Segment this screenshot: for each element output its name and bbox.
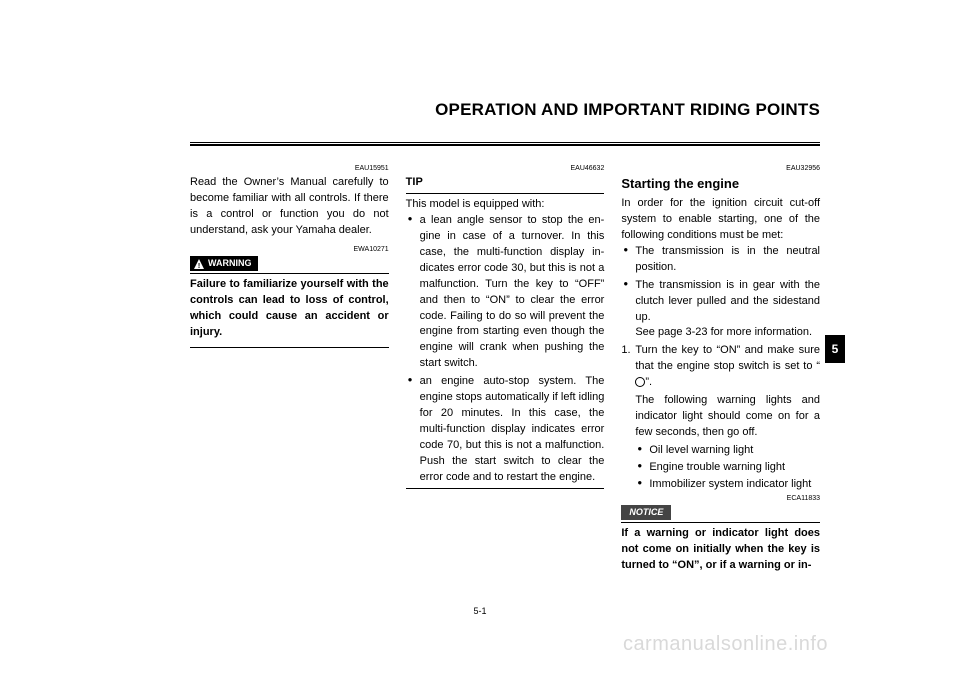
- lights-list: Oil level warning light Engine trouble w…: [635, 443, 820, 493]
- warning-badge: ! WARNING: [190, 256, 258, 271]
- ref-code: EAU46632: [406, 164, 605, 174]
- svg-text:!: !: [198, 263, 200, 269]
- column-2: EAU46632 TIP This model is equipped with…: [406, 164, 605, 574]
- step-number: 1.: [621, 343, 630, 359]
- ref-code: EAU15951: [190, 164, 389, 174]
- list-item: Engine trouble warning light: [635, 460, 820, 476]
- list-item: The transmission is in gear with the clu…: [621, 278, 820, 342]
- section-heading: Starting the engine: [621, 175, 820, 194]
- ref-code: ECA11833: [621, 494, 820, 504]
- warning-icon: !: [194, 259, 204, 269]
- page-number: 5-1: [0, 606, 960, 616]
- ref-code: EWA10271: [190, 245, 389, 255]
- list-item: Immobilizer system indicator light: [635, 477, 820, 493]
- ref-code: EAU32956: [621, 164, 820, 174]
- warning-text: Failure to familiarize yourself with the…: [190, 277, 389, 341]
- page-content: OPERATION AND IMPORTANT RIDING POINTS EA…: [190, 100, 820, 628]
- rule: [190, 273, 389, 274]
- list-item: an engine auto‑stop system. The engine s…: [406, 374, 605, 486]
- warning-row: ! WARNING: [190, 256, 389, 272]
- list-item: a lean angle sensor to stop the en­gine …: [406, 213, 605, 372]
- header-rule: [190, 142, 820, 146]
- column-1: EAU15951 Read the Owner’s Manual careful…: [190, 164, 389, 574]
- list-item: Oil level warning light: [635, 443, 820, 459]
- list-item: The transmission is in the neutral posit…: [621, 244, 820, 276]
- run-switch-icon: [635, 377, 645, 387]
- see-reference: See page 3-23 for more informa­tion.: [635, 326, 812, 338]
- tip-bullet-list: a lean angle sensor to stop the en­gine …: [406, 213, 605, 486]
- step-text-b: ”.: [645, 376, 652, 388]
- rule: [406, 488, 605, 489]
- page-title: OPERATION AND IMPORTANT RIDING POINTS: [190, 100, 820, 120]
- watermark: carmanualsonline.info: [623, 633, 828, 656]
- warning-label: WARNING: [208, 257, 252, 270]
- chapter-tab: 5: [825, 335, 845, 363]
- step-follow: The following warning lights and indicat…: [635, 393, 820, 441]
- notice-badge: NOTICE: [621, 505, 671, 520]
- condition-text: The transmission is in gear with the clu…: [635, 279, 820, 323]
- rule: [621, 522, 820, 523]
- step-text-a: Turn the key to “ON” and make sure that …: [635, 344, 820, 372]
- tip-intro: This model is equipped with:: [406, 197, 605, 213]
- conditions-list: The transmission is in the neutral posit…: [621, 244, 820, 342]
- tip-label: TIP: [406, 175, 423, 191]
- step-item: 1. Turn the key to “ON” and make sure th…: [621, 343, 820, 492]
- rule: [406, 193, 605, 194]
- columns: EAU15951 Read the Owner’s Manual careful…: [190, 164, 820, 574]
- rule: [190, 347, 389, 348]
- steps-list: 1. Turn the key to “ON” and make sure th…: [621, 343, 820, 492]
- notice-text: If a warning or indicator light does not…: [621, 526, 820, 574]
- intro-paragraph: Read the Owner’s Manual carefully to bec…: [190, 175, 389, 239]
- column-3: EAU32956 Starting the engine In order fo…: [621, 164, 820, 574]
- section-intro: In order for the ignition circuit cut‑of…: [621, 196, 820, 244]
